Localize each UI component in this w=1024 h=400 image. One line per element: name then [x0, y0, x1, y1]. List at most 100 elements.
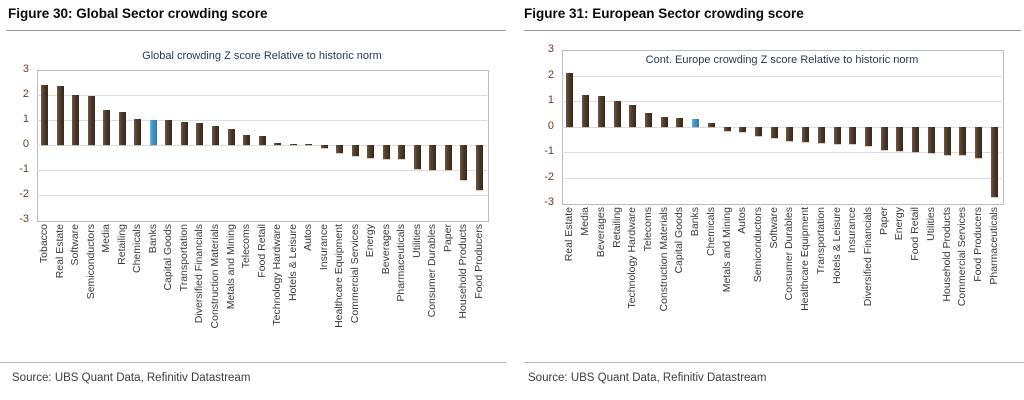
chart-subtitle: Cont. Europe crowding Z score Relative t… [645, 54, 919, 66]
footer-divider [524, 362, 1024, 363]
x-axis-label: Diversified Financials [193, 224, 206, 324]
x-axis-label: Telecoms [641, 207, 654, 252]
bar-autos [739, 127, 747, 132]
bar-capital-goods [676, 118, 684, 127]
x-axis-label: Real Estate [53, 224, 66, 279]
bar-diversified-financials [196, 123, 204, 145]
bar-beverages [597, 96, 605, 127]
gridline [562, 127, 1002, 128]
bar-chemicals [707, 123, 715, 127]
bar-food-retail [258, 136, 266, 145]
bar-autos [305, 144, 313, 145]
bar-construction-materials [211, 126, 219, 145]
bar-food-producers [475, 145, 483, 190]
bar-technology-hardware [629, 105, 637, 127]
bar-food-retail [912, 127, 920, 152]
x-axis-label: Consumer Durables [783, 207, 796, 301]
footer-divider [0, 362, 506, 363]
bar-utilities [413, 145, 421, 169]
x-axis-label: Capital Goods [673, 207, 686, 274]
x-axis-label: Commercial Services [956, 207, 969, 307]
bar-metals-and-mining [227, 129, 235, 145]
y-tick-label: 3 [547, 43, 554, 55]
x-axis-label: Utilities [410, 224, 423, 258]
x-axis-label: Pharmaceuticals [395, 224, 408, 302]
gridline [37, 170, 487, 171]
bar-semiconductors [754, 127, 762, 136]
gridline [562, 152, 1002, 153]
y-tick-label: -2 [19, 188, 29, 200]
x-axis-label: Food Producers [971, 207, 984, 282]
bar-transportation [180, 122, 188, 145]
x-axis-label: Household Products [940, 207, 953, 302]
bar-chemicals [134, 119, 142, 145]
x-axis-label: Healthcare Equipment [799, 207, 812, 311]
bar-software [770, 127, 778, 138]
source-note: Source: UBS Quant Data, Refinitiv Datast… [12, 372, 251, 384]
bar-technology-hardware [274, 143, 281, 145]
source-note: Source: UBS Quant Data, Refinitiv Datast… [528, 372, 767, 384]
x-axis-label: Telecoms [240, 224, 252, 269]
plot-area [37, 70, 489, 222]
x-axis-label: Insurance [317, 224, 330, 271]
y-tick-label: 1 [547, 94, 554, 106]
x-axis-label: Metals and Mining [224, 224, 237, 310]
x-axis-label: Software [767, 207, 780, 249]
bar-real-estate [56, 86, 64, 145]
gridline [562, 76, 1002, 77]
x-axis-label: Chemicals [704, 207, 717, 257]
bar-household-products [943, 127, 951, 155]
x-axis-label: Semiconductors [84, 224, 97, 300]
x-axis-label: Household Products [457, 224, 470, 319]
bar-capital-goods [165, 120, 173, 145]
bar-food-producers [974, 127, 982, 158]
x-axis-label: Energy [364, 224, 377, 258]
gridline [37, 120, 487, 121]
y-tick-label: -1 [544, 145, 554, 157]
bar-semiconductors [87, 96, 95, 145]
x-axis-label: Technology Hardware [626, 207, 639, 309]
bar-diversified-financials [864, 127, 872, 146]
bar-paper [444, 145, 452, 170]
bar-energy [896, 127, 904, 151]
bar-telecoms [243, 135, 250, 145]
bar-construction-materials [660, 117, 668, 127]
x-axis-label: Diversified Financials [861, 207, 874, 307]
figure-31-title: Figure 31: European Sector crowding scor… [524, 6, 804, 21]
y-tick-label: 2 [547, 69, 554, 81]
x-axis-label: Insurance [846, 207, 859, 254]
y-tick-label: -2 [544, 171, 554, 183]
bar-commercial-services [959, 127, 967, 155]
y-tick-label: -3 [19, 213, 29, 225]
title-divider [6, 30, 506, 31]
title-divider [524, 30, 1021, 31]
gridline [37, 195, 487, 196]
x-axis-label: Retailing [610, 207, 623, 248]
x-axis-label: Tobacco [38, 224, 51, 264]
bar-metals-and-mining [723, 127, 731, 131]
x-axis-label: Paper [877, 207, 890, 236]
y-tick-label: 0 [547, 120, 554, 132]
x-axis-label: Transportation [177, 224, 190, 292]
bar-retailing [118, 112, 126, 145]
x-axis-label: Energy [893, 207, 906, 241]
bar-insurance [849, 127, 857, 144]
x-axis-label: Transportation [814, 207, 827, 275]
bar-banks [692, 119, 700, 127]
x-axis-label: Real Estate [563, 207, 576, 262]
bar-consumer-durables [786, 127, 794, 141]
chart-subtitle: Global crowding Z score Relative to hist… [142, 50, 382, 62]
x-axis-label: Food Retail [255, 224, 268, 278]
bar-tobacco [41, 85, 49, 145]
gridline [562, 101, 1002, 102]
x-axis-label: Hotels & Leisure [286, 224, 299, 302]
bar-transportation [817, 127, 825, 143]
x-axis-label: Media [100, 224, 113, 253]
x-axis-label: Retailing [115, 224, 128, 265]
x-axis-label: Banks [689, 207, 702, 237]
bar-pharmaceuticals [398, 145, 406, 159]
x-axis-label: Autos [736, 207, 749, 234]
x-axis-label: Chemicals [131, 224, 144, 274]
x-axis-label: Construction Materials [208, 224, 221, 329]
